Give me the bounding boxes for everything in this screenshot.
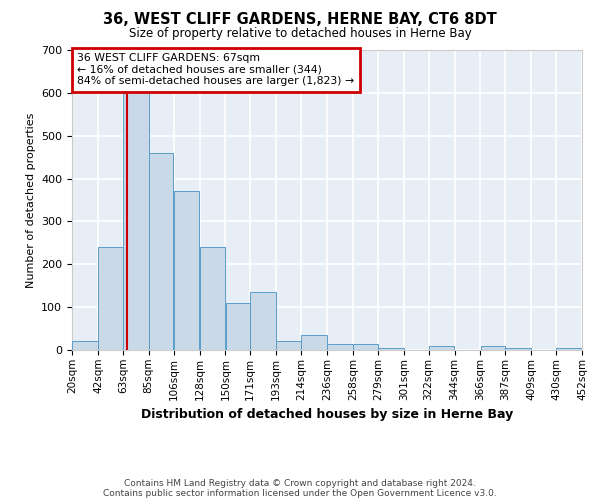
Bar — [250, 292, 276, 350]
Bar — [200, 247, 225, 350]
Bar — [301, 335, 327, 350]
Bar — [277, 342, 301, 350]
Y-axis label: Number of detached properties: Number of detached properties — [26, 112, 35, 288]
Text: Contains public sector information licensed under the Open Government Licence v3: Contains public sector information licen… — [103, 488, 497, 498]
Bar — [72, 342, 98, 350]
Bar — [556, 348, 582, 350]
Bar — [429, 346, 454, 350]
Text: Contains HM Land Registry data © Crown copyright and database right 2024.: Contains HM Land Registry data © Crown c… — [124, 478, 476, 488]
Bar — [353, 344, 377, 350]
Bar — [226, 303, 250, 350]
Bar — [123, 80, 149, 350]
Text: Size of property relative to detached houses in Herne Bay: Size of property relative to detached ho… — [128, 28, 472, 40]
Text: 36 WEST CLIFF GARDENS: 67sqm
← 16% of detached houses are smaller (344)
84% of s: 36 WEST CLIFF GARDENS: 67sqm ← 16% of de… — [77, 53, 354, 86]
Bar — [149, 153, 173, 350]
Bar — [378, 348, 404, 350]
Bar — [505, 348, 531, 350]
Bar — [174, 192, 199, 350]
Bar — [98, 247, 122, 350]
Bar — [327, 344, 353, 350]
Text: 36, WEST CLIFF GARDENS, HERNE BAY, CT6 8DT: 36, WEST CLIFF GARDENS, HERNE BAY, CT6 8… — [103, 12, 497, 28]
Bar — [481, 346, 505, 350]
X-axis label: Distribution of detached houses by size in Herne Bay: Distribution of detached houses by size … — [141, 408, 513, 421]
